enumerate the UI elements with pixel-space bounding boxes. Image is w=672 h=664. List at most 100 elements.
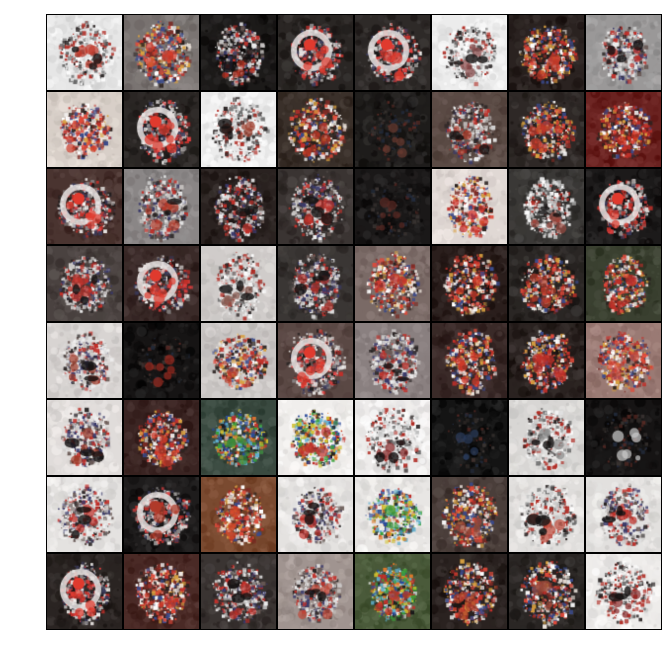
sample-image-tile	[432, 554, 507, 629]
generated-sample-grid	[47, 15, 661, 629]
sample-image-tile	[509, 400, 584, 475]
sample-image-tile	[509, 477, 584, 552]
sample-image	[124, 92, 199, 167]
sample-image-tile	[124, 400, 199, 475]
sample-image-tile	[509, 15, 584, 90]
sample-image-tile	[355, 169, 430, 244]
sample-image	[47, 92, 122, 167]
sample-image	[509, 169, 584, 244]
sample-image-tile	[124, 92, 199, 167]
sample-image-tile	[47, 554, 122, 629]
sample-image	[278, 169, 353, 244]
sample-image-tile	[509, 246, 584, 321]
sample-image	[124, 323, 199, 398]
sample-image	[355, 400, 430, 475]
sample-image-tile	[432, 477, 507, 552]
sample-image-tile	[586, 15, 661, 90]
sample-image	[509, 92, 584, 167]
sample-image	[432, 554, 507, 629]
sample-image	[278, 477, 353, 552]
sample-image-tile	[278, 554, 353, 629]
sample-image	[47, 15, 122, 90]
sample-image-tile	[278, 92, 353, 167]
sample-image	[355, 15, 430, 90]
sample-image-tile	[201, 169, 276, 244]
sample-image-tile	[201, 246, 276, 321]
sample-image-tile	[47, 15, 122, 90]
sample-image	[201, 15, 276, 90]
sample-image-tile	[432, 92, 507, 167]
sample-image	[201, 246, 276, 321]
sample-image-tile	[586, 477, 661, 552]
sample-image-tile	[586, 169, 661, 244]
sample-image	[509, 400, 584, 475]
sample-image	[586, 323, 661, 398]
sample-image-tile	[278, 323, 353, 398]
sample-image	[47, 246, 122, 321]
sample-image-tile	[355, 477, 430, 552]
sample-image-tile	[278, 246, 353, 321]
sample-image	[201, 400, 276, 475]
sample-image	[586, 15, 661, 90]
sample-image	[355, 169, 430, 244]
sample-image-tile	[201, 400, 276, 475]
sample-image	[432, 400, 507, 475]
sample-image	[201, 554, 276, 629]
sample-image	[432, 92, 507, 167]
sample-image	[509, 554, 584, 629]
sample-image	[124, 400, 199, 475]
sample-image	[278, 400, 353, 475]
sample-image-tile	[355, 554, 430, 629]
sample-image-tile	[355, 400, 430, 475]
sample-image	[124, 477, 199, 552]
sample-image-tile	[355, 246, 430, 321]
sample-image	[47, 477, 122, 552]
sample-image-tile	[509, 92, 584, 167]
sample-image	[278, 323, 353, 398]
sample-image	[124, 169, 199, 244]
sample-image-tile	[47, 477, 122, 552]
sample-image-tile	[432, 400, 507, 475]
sample-image	[509, 323, 584, 398]
sample-image	[586, 554, 661, 629]
sample-image	[47, 169, 122, 244]
sample-image-tile	[586, 246, 661, 321]
sample-image	[355, 92, 430, 167]
sample-image-tile	[432, 323, 507, 398]
sample-image-tile	[509, 554, 584, 629]
sample-image-tile	[586, 400, 661, 475]
sample-image-tile	[124, 246, 199, 321]
sample-image	[355, 554, 430, 629]
sample-image-tile	[278, 400, 353, 475]
sample-image-tile	[355, 15, 430, 90]
sample-image-tile	[201, 323, 276, 398]
sample-image-tile	[586, 554, 661, 629]
sample-image-tile	[124, 554, 199, 629]
sample-image	[509, 246, 584, 321]
sample-image-tile	[201, 92, 276, 167]
sample-image	[124, 554, 199, 629]
sample-image-tile	[124, 15, 199, 90]
sample-image-tile	[355, 323, 430, 398]
sample-image-tile	[124, 477, 199, 552]
sample-image	[47, 400, 122, 475]
sample-image	[355, 323, 430, 398]
sample-image-tile	[509, 169, 584, 244]
sample-image-tile	[432, 169, 507, 244]
sample-image	[432, 246, 507, 321]
sample-image-tile	[201, 477, 276, 552]
sample-image-tile	[278, 477, 353, 552]
sample-image	[47, 323, 122, 398]
sample-image	[586, 246, 661, 321]
sample-image-tile	[586, 323, 661, 398]
sample-image	[355, 246, 430, 321]
sample-image	[201, 92, 276, 167]
sample-image	[124, 246, 199, 321]
sample-image	[201, 169, 276, 244]
sample-image	[432, 323, 507, 398]
sample-image	[586, 169, 661, 244]
sample-image	[586, 92, 661, 167]
sample-image-tile	[124, 323, 199, 398]
sample-image	[586, 477, 661, 552]
sample-image	[47, 554, 122, 629]
